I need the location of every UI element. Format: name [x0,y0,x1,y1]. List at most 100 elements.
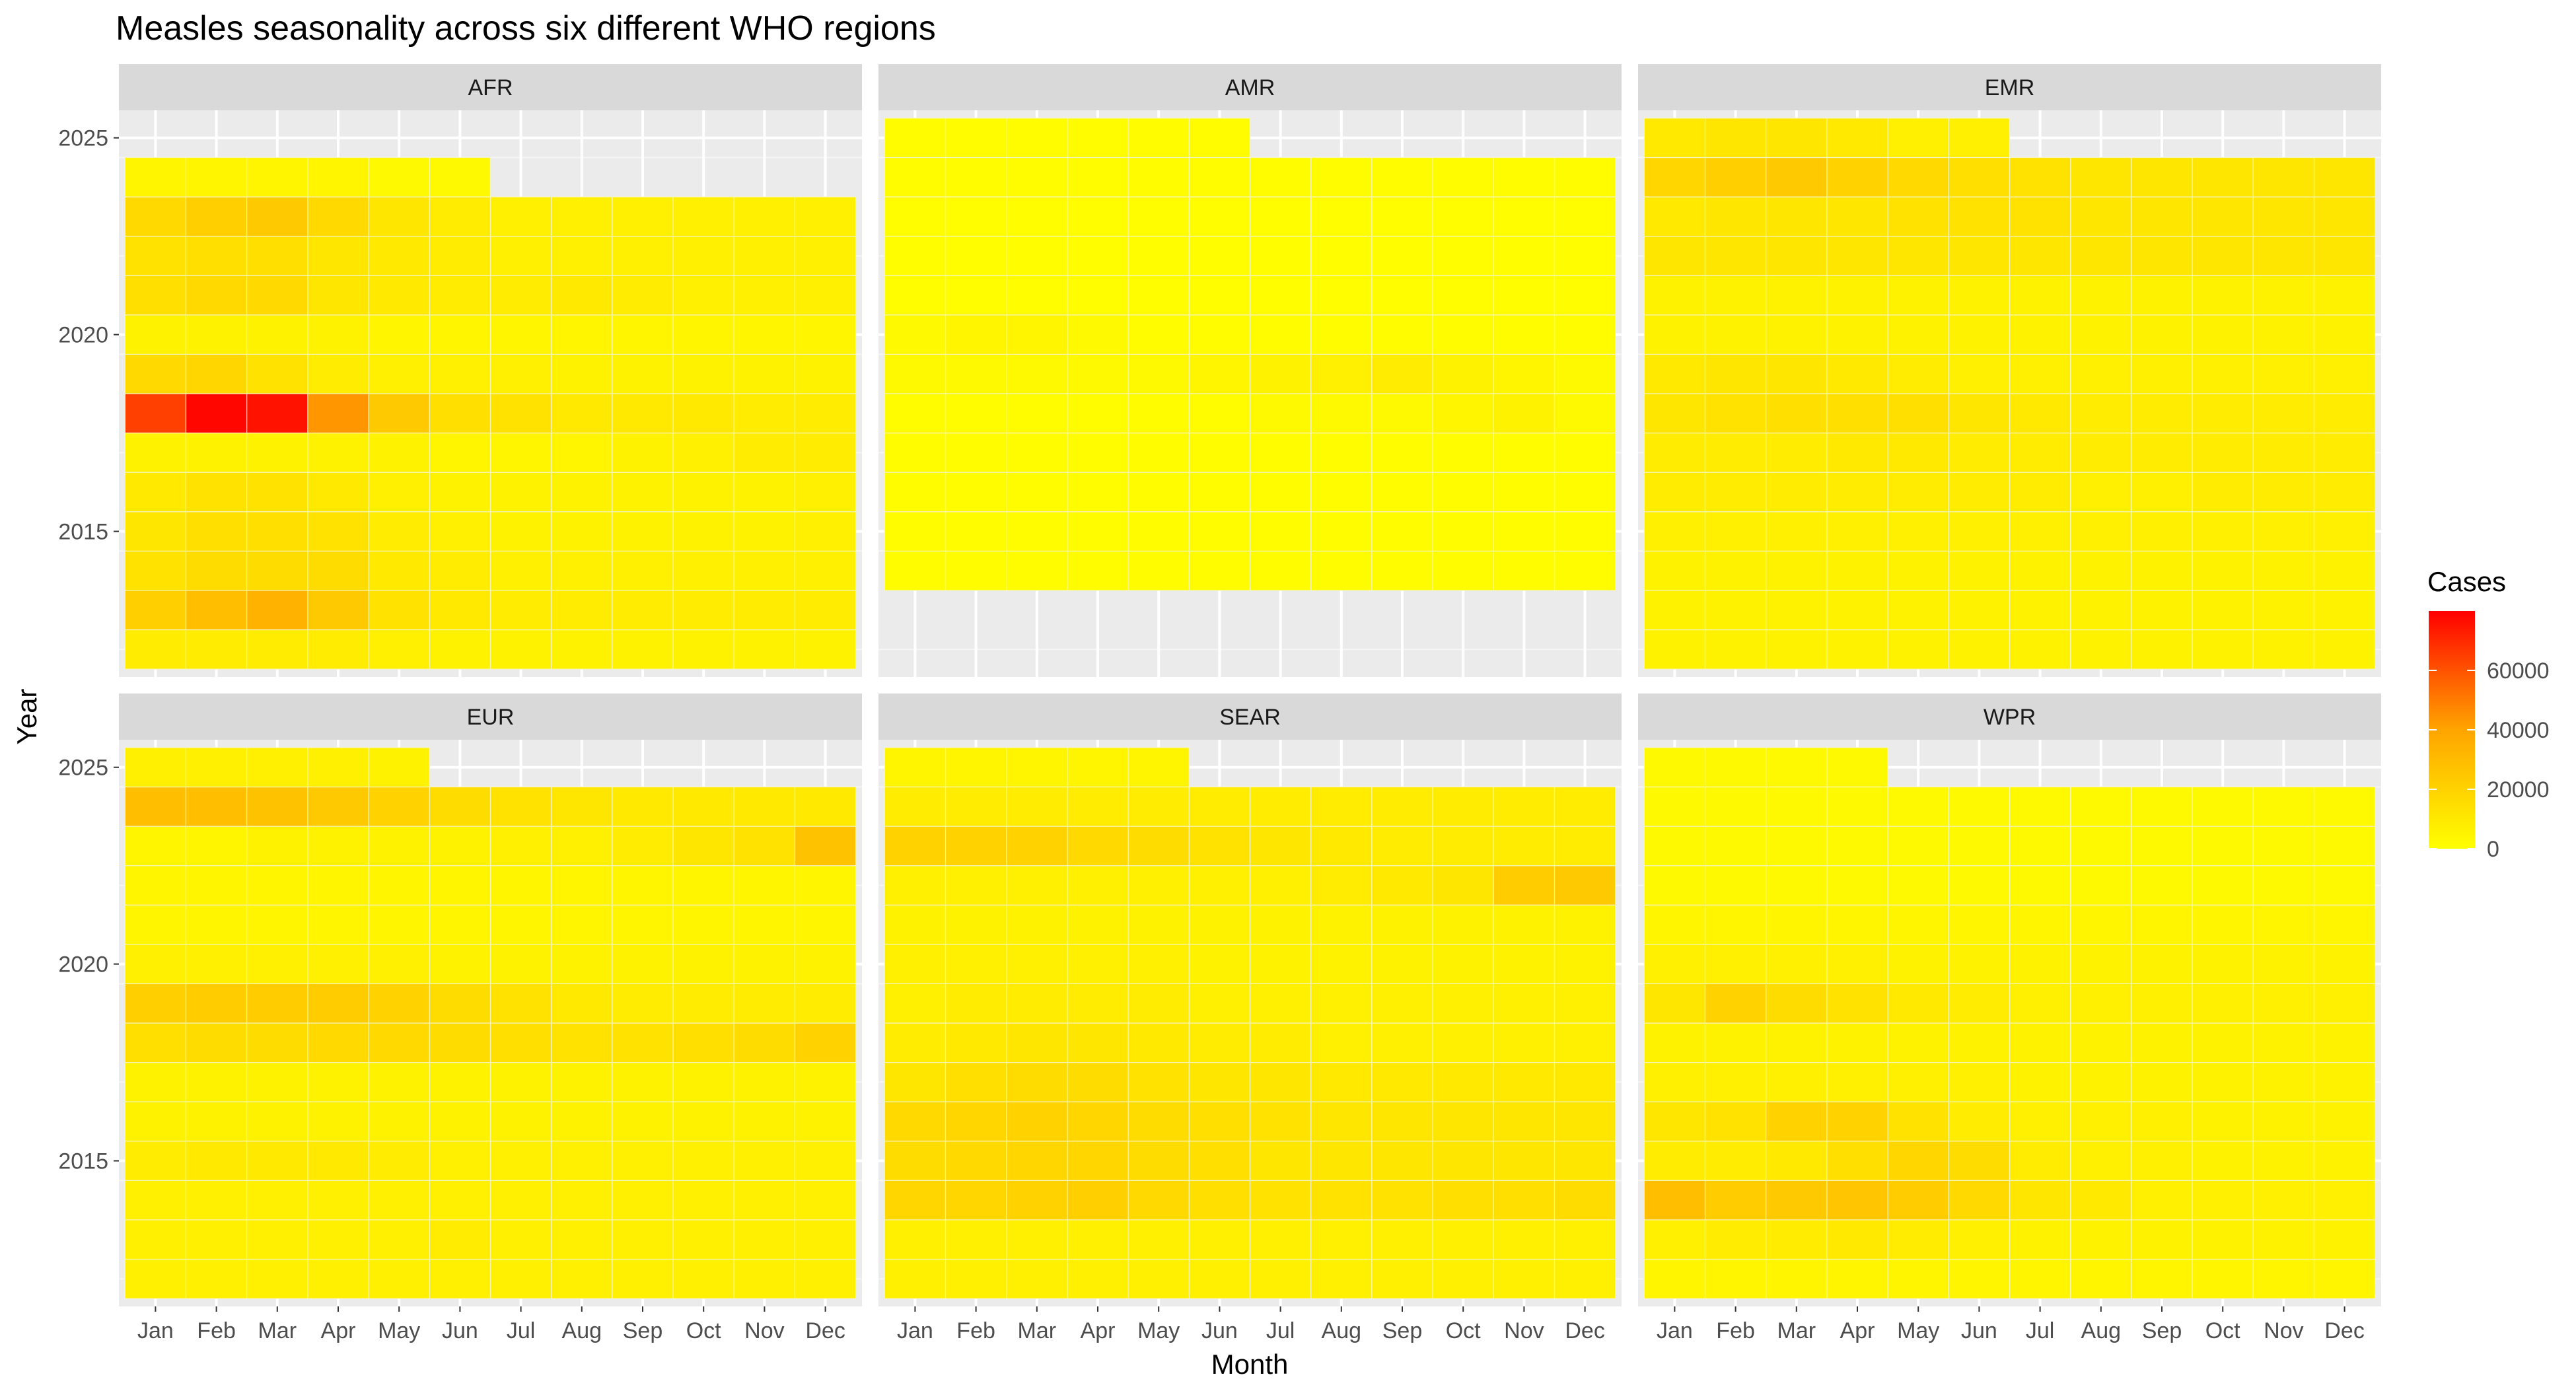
heatmap-tile [1643,550,1706,591]
heatmap-tile [1310,1219,1373,1260]
heatmap-tile [1554,786,1616,827]
heatmap-tile [1310,511,1373,551]
heatmap-tile [1249,1219,1312,1260]
heatmap-tile [884,275,947,316]
heatmap-tile [185,275,248,316]
facet-panel-sear: SEAR Jan Feb Mar Apr May Jun Jul Aug Sep Oct Nov Dec [878,694,1622,1343]
heatmap-tile [1948,196,2011,237]
heatmap-tile [672,314,734,355]
heatmap-tile [1554,550,1616,591]
heatmap-tile [2192,865,2254,906]
heatmap-tile [2131,275,2193,316]
heatmap-tile [1006,550,1068,591]
facet-panel-afr: AFR 2015 2020 2025 [58,64,862,677]
heatmap-tile [2313,865,2376,906]
heatmap-tile [2192,314,2254,355]
heatmap-tile [489,275,552,316]
y-tick-label: 2025 [58,126,108,151]
heatmap-tile [1432,1180,1494,1221]
heatmap-tile [1249,1258,1312,1299]
heatmap-tile [368,157,430,197]
legend-title: Cases [2427,566,2506,597]
heatmap-tile [1371,1141,1433,1181]
heatmap-tile [1310,865,1373,906]
heatmap-tile [1554,1101,1616,1142]
heatmap-tile [1067,196,1129,237]
facet-strip-label: SEAR [1219,705,1281,730]
heatmap-tile [124,983,187,1024]
heatmap-tile [1371,511,1433,551]
heatmap-tile [794,1061,857,1102]
heatmap-tile [551,629,613,670]
heatmap-tile [1493,944,1556,985]
heatmap-tile [124,590,187,631]
heatmap-tile [1432,865,1494,906]
heatmap-tile [733,590,796,631]
heatmap-tile [124,1141,187,1181]
heatmap-tile [2070,1141,2132,1181]
heatmap-tile [2009,157,2071,197]
heatmap-tile [551,904,613,945]
heatmap-tile [2131,236,2193,276]
heatmap-tile [2313,550,2376,591]
heatmap-tile [1188,983,1251,1024]
heatmap-tile [368,865,430,906]
heatmap-tile [884,314,947,355]
heatmap-tile [246,1061,308,1102]
heatmap-tile [1067,1061,1129,1102]
heatmap-tile [2009,196,2071,237]
heatmap-tile [489,196,552,237]
heatmap-tile [124,196,187,237]
heatmap-tile [2009,826,2071,867]
heatmap-tile [2192,472,2254,513]
heatmap-tile [1493,275,1556,316]
heatmap-tile [1826,629,1888,670]
heatmap-tile [884,1022,947,1063]
heatmap-tile [2192,511,2254,551]
heatmap-tile [1188,1180,1251,1221]
heatmap-tile [1554,1141,1616,1181]
x-tick-label: Mar [1777,1318,1816,1343]
heatmap-tile [884,353,947,394]
x-tick-label: May [1137,1318,1180,1343]
heatmap-tile [1766,944,1828,985]
heatmap-tile [794,1101,857,1142]
heatmap-tile [429,157,491,197]
heatmap-tile [1554,393,1616,434]
heatmap-tile [246,157,308,197]
heatmap-tile [1554,275,1616,316]
heatmap-tile [1554,1258,1616,1299]
heatmap-tile [672,904,734,945]
heatmap-tile [945,157,1007,197]
heatmap-tile [1643,1180,1706,1221]
heatmap-tile [2313,236,2376,276]
heatmap-tile [1554,944,1616,985]
heatmap-tile [2070,1061,2132,1102]
heatmap-tile [1766,550,1828,591]
heatmap-tile [1766,1141,1828,1181]
heatmap-tile [1006,472,1068,513]
heatmap-tile [1310,944,1373,985]
heatmap-tile [794,1180,857,1221]
heatmap-tile [246,1022,308,1063]
heatmap-tile [368,196,430,237]
heatmap-tile [2070,786,2132,827]
heatmap-tile [551,590,613,631]
x-tick-label: Jan [1657,1318,1693,1343]
heatmap-tile [2070,826,2132,867]
heatmap-tile [1766,275,1828,316]
heatmap-tile [368,393,430,434]
heatmap-tile [1766,511,1828,551]
heatmap-tile [368,1258,430,1299]
heatmap-tile [2009,472,2071,513]
heatmap-tile [1067,1022,1129,1063]
heatmap-tile [733,629,796,670]
heatmap-tile [2070,157,2132,197]
heatmap-tile [884,511,947,551]
heatmap-tile [1006,904,1068,945]
heatmap-tile [185,432,248,473]
facet-strip-label: EUR [467,705,515,730]
heatmap-tile [1887,432,1949,473]
heatmap-tile [489,1219,552,1260]
